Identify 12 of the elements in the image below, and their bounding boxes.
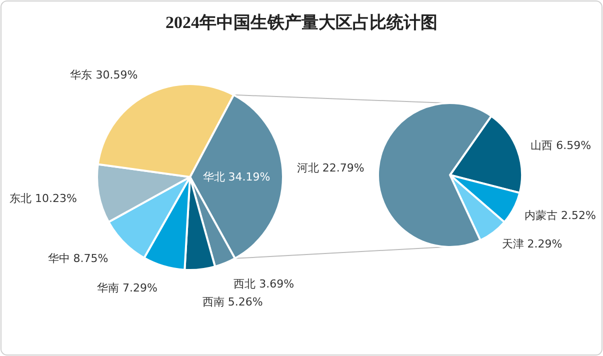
slice-label: 华中 8.75% (48, 252, 108, 265)
slice-label: 河北 22.79% (296, 161, 364, 174)
slice-label: 西北 3.69% (234, 277, 294, 290)
slice-label: 东北 10.23% (9, 192, 77, 206)
slice-label: 内蒙古 2.52% (524, 208, 596, 222)
chart-title: 2024年中国生铁产量大区占比统计图 (166, 13, 438, 32)
slice-label: 西南 5.26% (202, 295, 263, 308)
slice-label: 华南 7.29% (97, 281, 158, 294)
slice-label: 天津 2.29% (502, 238, 562, 251)
slice-label: 华北 34.19% (202, 170, 270, 184)
slice-label: 山西 6.59% (530, 139, 592, 152)
slice-label: 华东 30.59% (70, 68, 138, 82)
